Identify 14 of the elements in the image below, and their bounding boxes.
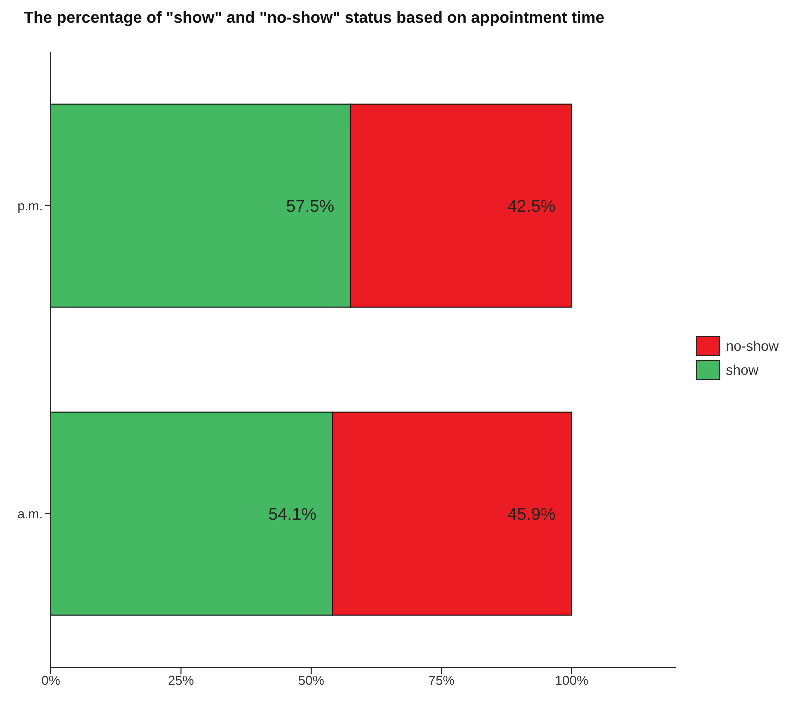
data-label: 57.5% (286, 196, 335, 216)
legend-label: show (726, 362, 759, 378)
data-label: 42.5% (508, 196, 556, 216)
x-tick-label: 0% (42, 673, 61, 688)
legend-label: no-show (726, 338, 779, 354)
x-tick-label: 50% (298, 673, 325, 688)
x-tick-label: 100% (555, 673, 589, 688)
chart-title: The percentage of "show" and "no-show" status based on appointment time (24, 10, 605, 28)
y-tick-label: a.m. (18, 506, 43, 522)
data-label: 54.1% (268, 504, 317, 524)
data-label: 45.9% (508, 504, 556, 524)
y-tick-label: p.m. (18, 198, 43, 214)
x-tick-label: 25% (168, 673, 195, 688)
x-tick-label: 75% (428, 673, 456, 688)
